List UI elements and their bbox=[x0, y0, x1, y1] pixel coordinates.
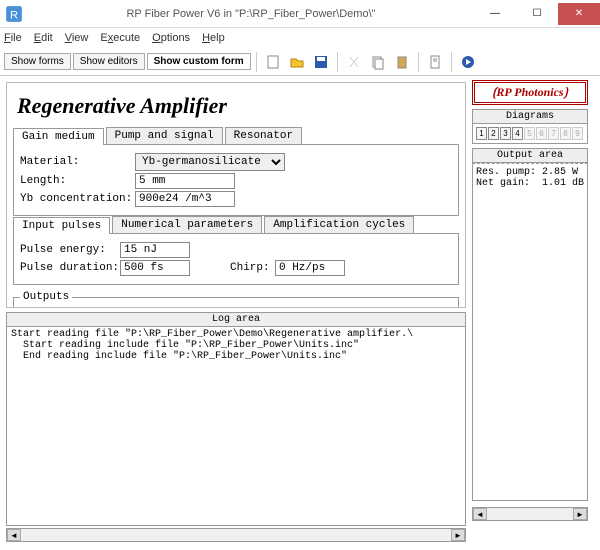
open-file-icon[interactable] bbox=[286, 51, 308, 73]
outputs-fieldset: Outputs Cycles:123Energy:305 µJ502 µJ117… bbox=[13, 291, 459, 308]
menu-options[interactable]: Options bbox=[152, 32, 190, 44]
diagram-btn-9: 9 bbox=[572, 127, 583, 140]
paste-icon[interactable] bbox=[391, 51, 413, 73]
length-input[interactable] bbox=[135, 173, 235, 189]
material-select[interactable]: Yb-germanosilicate bbox=[135, 153, 285, 171]
show-editors-button[interactable]: Show editors bbox=[73, 53, 145, 70]
diagram-btn-3[interactable]: 3 bbox=[500, 127, 511, 140]
cycles-input[interactable] bbox=[326, 307, 386, 308]
diagram-btn-7: 7 bbox=[548, 127, 559, 140]
window-title: RP Fiber Power V6 in "P:\RP_Fiber_Power\… bbox=[28, 8, 474, 20]
page-title: Regenerative Amplifier bbox=[17, 93, 459, 119]
tab-pump-signal[interactable]: Pump and signal bbox=[106, 127, 223, 144]
app-icon: R bbox=[5, 5, 23, 23]
svg-text:R: R bbox=[10, 9, 18, 21]
diagram-btn-8: 8 bbox=[560, 127, 571, 140]
rp-photonics-logo: ⟮RP Photonics⟯ bbox=[472, 80, 588, 105]
pulse-duration-label: Pulse duration: bbox=[20, 262, 120, 274]
pulse-energy-input[interactable] bbox=[120, 242, 190, 258]
save-icon[interactable] bbox=[310, 51, 332, 73]
diagram-btn-4[interactable]: 4 bbox=[512, 127, 523, 140]
material-label: Material: bbox=[20, 156, 135, 168]
chirp-label: Chirp: bbox=[230, 262, 275, 274]
tab-numerical[interactable]: Numerical parameters bbox=[112, 216, 262, 233]
menu-view[interactable]: View bbox=[65, 32, 89, 44]
output-area-title: Output area bbox=[472, 148, 588, 163]
close-button[interactable]: ✕ bbox=[558, 3, 600, 25]
diagram-buttons: 123456789 bbox=[472, 124, 588, 144]
menu-edit[interactable]: Edit bbox=[34, 32, 53, 44]
menubar: File Edit View Execute Options Help bbox=[0, 28, 600, 48]
menu-help[interactable]: Help bbox=[202, 32, 225, 44]
tab-gain-medium[interactable]: Gain medium bbox=[13, 128, 104, 145]
diagram-btn-2[interactable]: 2 bbox=[488, 127, 499, 140]
log-scrollbar[interactable]: ◄ ► bbox=[6, 528, 466, 542]
main-tabs: Gain medium Pump and signal Resonator bbox=[13, 127, 459, 145]
log-area: Log area Start reading file "P:\RP_Fiber… bbox=[6, 312, 466, 526]
output-scrollbar[interactable]: ◄ ► bbox=[472, 507, 588, 521]
menu-execute[interactable]: Execute bbox=[100, 32, 140, 44]
show-custom-form-button[interactable]: Show custom form bbox=[147, 53, 251, 70]
pulse-energy-label: Pulse energy: bbox=[20, 244, 120, 256]
menu-file[interactable]: File bbox=[4, 32, 22, 44]
output-area-body: Res. pump: 2.85 W Net gain: 1.01 dB bbox=[472, 163, 588, 501]
outputs-legend: Outputs bbox=[20, 291, 72, 303]
document-icon[interactable] bbox=[424, 51, 446, 73]
diagram-btn-6: 6 bbox=[536, 127, 547, 140]
ybconc-input[interactable] bbox=[135, 191, 235, 207]
length-label: Length: bbox=[20, 175, 135, 187]
show-forms-button[interactable]: Show forms bbox=[4, 53, 71, 70]
minimize-button[interactable]: — bbox=[474, 3, 516, 25]
sub-tabs: Input pulses Numerical parameters Amplif… bbox=[13, 216, 459, 234]
window-controls: — ☐ ✕ bbox=[474, 3, 600, 25]
diagram-btn-5: 5 bbox=[524, 127, 535, 140]
cut-icon[interactable] bbox=[343, 51, 365, 73]
scroll-right-icon[interactable]: ► bbox=[451, 529, 465, 541]
diagram-btn-1[interactable]: 1 bbox=[476, 127, 487, 140]
chirp-input[interactable] bbox=[275, 260, 345, 276]
toolbar: Show forms Show editors Show custom form bbox=[0, 48, 600, 76]
out-scroll-left-icon[interactable]: ◄ bbox=[473, 508, 487, 520]
diagrams-box-title: Diagrams bbox=[472, 109, 588, 124]
log-body: Start reading file "P:\RP_Fiber_Power\De… bbox=[7, 327, 465, 525]
ybconc-label: Yb concentration: bbox=[20, 193, 135, 205]
tab-input-pulses[interactable]: Input pulses bbox=[13, 217, 110, 234]
pulse-duration-input[interactable] bbox=[120, 260, 190, 276]
tab-resonator[interactable]: Resonator bbox=[225, 127, 302, 144]
run-icon[interactable] bbox=[457, 51, 479, 73]
new-file-icon[interactable] bbox=[262, 51, 284, 73]
log-title: Log area bbox=[7, 313, 465, 327]
tab-amplification[interactable]: Amplification cycles bbox=[264, 216, 414, 233]
out-scroll-right-icon[interactable]: ► bbox=[573, 508, 587, 520]
maximize-button[interactable]: ☐ bbox=[516, 3, 558, 25]
copy-icon[interactable] bbox=[367, 51, 389, 73]
titlebar: R RP Fiber Power V6 in "P:\RP_Fiber_Powe… bbox=[0, 0, 600, 28]
scroll-left-icon[interactable]: ◄ bbox=[7, 529, 21, 541]
